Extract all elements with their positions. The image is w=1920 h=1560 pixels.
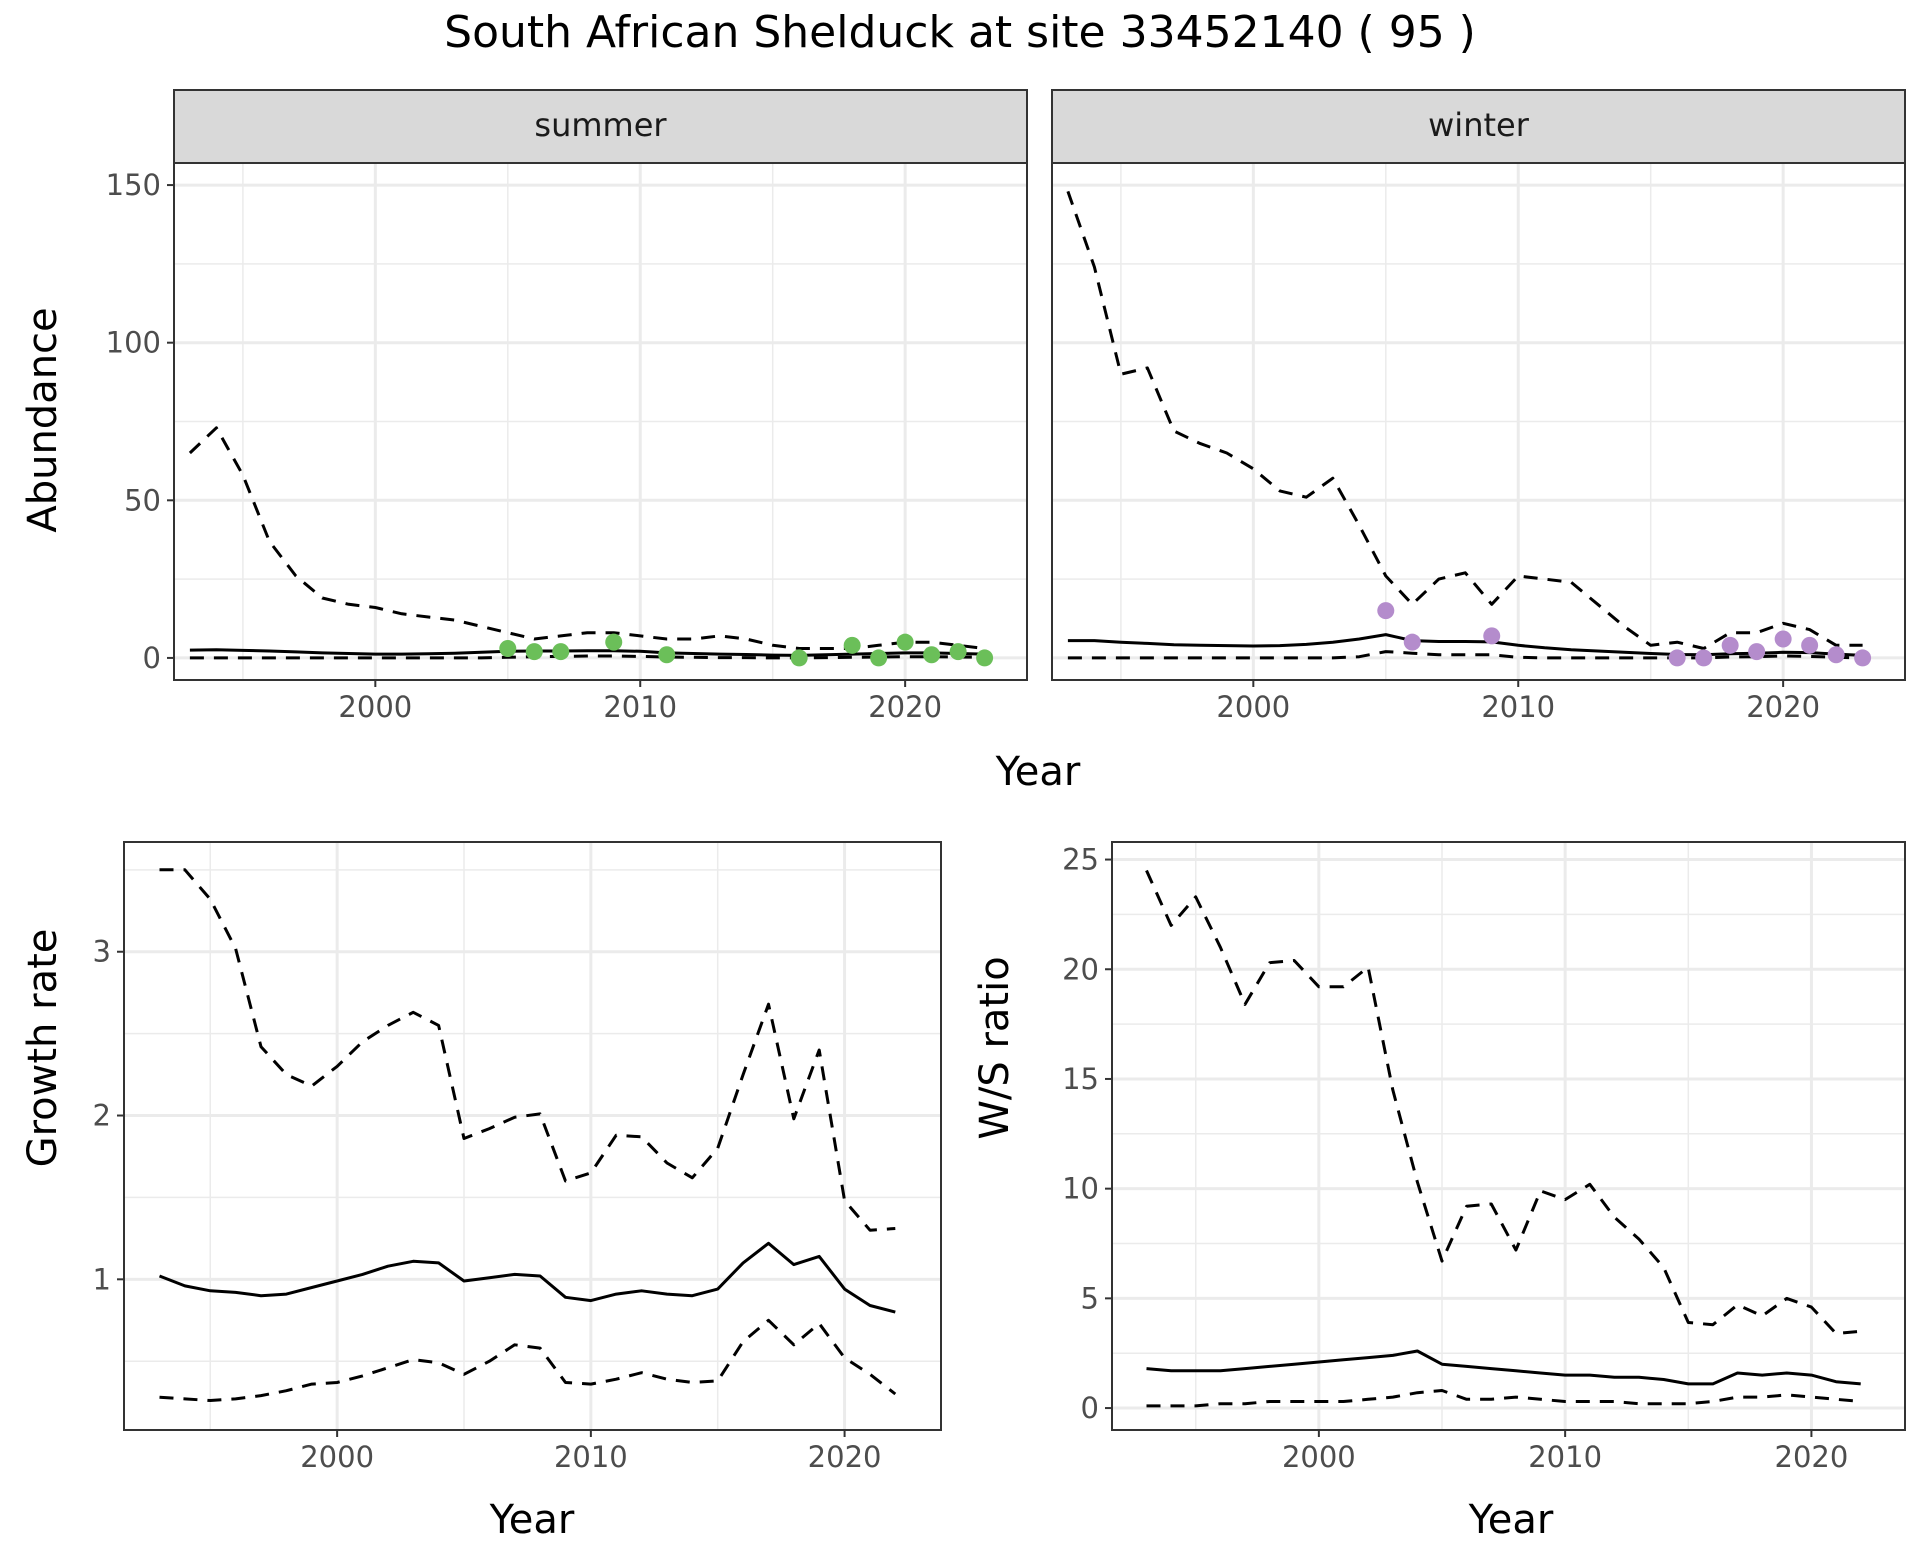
y-tick-label: 50	[124, 483, 161, 517]
observed-count-point	[790, 649, 808, 667]
y-tick-label: 25	[1062, 843, 1099, 877]
growth-rate-panel: 2000 2010 2020 1 2 3	[93, 841, 942, 1474]
observed-count-point	[1377, 602, 1395, 620]
observed-count-point	[1668, 649, 1686, 667]
x-tick-label: 2020	[868, 690, 942, 724]
observed-count-point	[923, 646, 941, 664]
y-tick-label: 5	[1081, 1281, 1099, 1315]
panel-border	[123, 841, 942, 1431]
abundance-x-axis-label: Year	[995, 749, 1081, 795]
observed-count-point	[525, 643, 543, 661]
facet-strip	[173, 89, 1028, 164]
x-tick-label: 2010	[1528, 1440, 1602, 1474]
ws-ratio-panel: 2000 2010 2020 0 5 10 15 20 25	[1062, 841, 1906, 1474]
observed-count-point	[949, 643, 967, 661]
facet-strip	[1051, 89, 1906, 164]
observed-count-point	[1801, 636, 1819, 654]
y-tick-label: 3	[93, 935, 111, 969]
estimate-series-line	[1146, 1349, 1861, 1386]
observed-count-point	[658, 646, 676, 664]
facet-strip-label: winter	[1428, 106, 1530, 144]
y-tick-label: 15	[1062, 1062, 1099, 1096]
observed-count-point	[1774, 630, 1792, 648]
ratio-y-axis-label: W/S ratio	[972, 956, 1018, 1139]
estimate-series-line	[158, 1241, 896, 1314]
lower-series-line	[1067, 650, 1863, 660]
y-tick-label: 10	[1062, 1172, 1099, 1206]
y-tick-label: 0	[143, 641, 161, 675]
observed-count-point	[1854, 649, 1872, 667]
x-tick-label: 2000	[1282, 1440, 1356, 1474]
x-tick-label: 2020	[1746, 690, 1820, 724]
observed-count-point	[1695, 649, 1713, 667]
figure-title: South African Shelduck at site 33452140 …	[444, 7, 1476, 58]
observed-count-point	[552, 643, 570, 661]
observed-count-point	[1721, 636, 1739, 654]
growth-y-axis-label: Growth rate	[20, 929, 66, 1168]
observed-count-point	[896, 633, 914, 651]
x-tick-label: 2010	[1481, 690, 1555, 724]
plot-background	[1112, 842, 1905, 1430]
upper-series-line	[1145, 869, 1861, 1335]
x-tick-label: 2010	[554, 1440, 628, 1474]
estimate-series-line	[189, 648, 985, 657]
panel-border	[1111, 841, 1906, 1431]
lower-series-line	[159, 1318, 897, 1402]
abundance-summer-panel: 2000 2010 2020 0 50 100 150 summer	[106, 89, 1028, 724]
y-tick-label: 100	[106, 326, 161, 360]
upper-series-line	[159, 868, 896, 1232]
x-tick-label: 2010	[603, 690, 677, 724]
observed-count-point	[499, 639, 517, 657]
x-tick-label: 2000	[300, 1440, 374, 1474]
y-tick-label: 0	[1081, 1391, 1099, 1425]
x-tick-label: 2000	[1216, 690, 1290, 724]
observed-count-point	[1483, 627, 1501, 645]
observed-count-point	[870, 649, 888, 667]
observed-count-point	[605, 633, 623, 651]
x-tick-label: 2000	[338, 690, 412, 724]
abundance-winter-panel: 2000 2010 2020 winter	[1051, 89, 1906, 724]
ratio-x-axis-label: Year	[1468, 1497, 1554, 1543]
observed-count-point	[1827, 646, 1845, 664]
facet-strip-label: summer	[534, 106, 667, 144]
observed-count-point	[976, 649, 994, 667]
observed-count-point	[1748, 643, 1766, 661]
y-tick-label: 2	[93, 1099, 111, 1133]
lower-series-line	[189, 654, 985, 660]
abundance-y-axis-label: Abundance	[20, 307, 66, 532]
plot-background	[124, 842, 941, 1430]
growth-x-axis-label: Year	[489, 1497, 575, 1543]
y-tick-label: 1	[93, 1262, 111, 1296]
y-tick-label: 150	[106, 168, 161, 202]
observed-count-point	[843, 636, 861, 654]
observed-count-point	[1403, 633, 1421, 651]
x-tick-label: 2020	[1775, 1440, 1849, 1474]
y-tick-label: 20	[1062, 952, 1099, 986]
upper-series-line	[1066, 190, 1863, 650]
x-tick-label: 2020	[808, 1440, 882, 1474]
